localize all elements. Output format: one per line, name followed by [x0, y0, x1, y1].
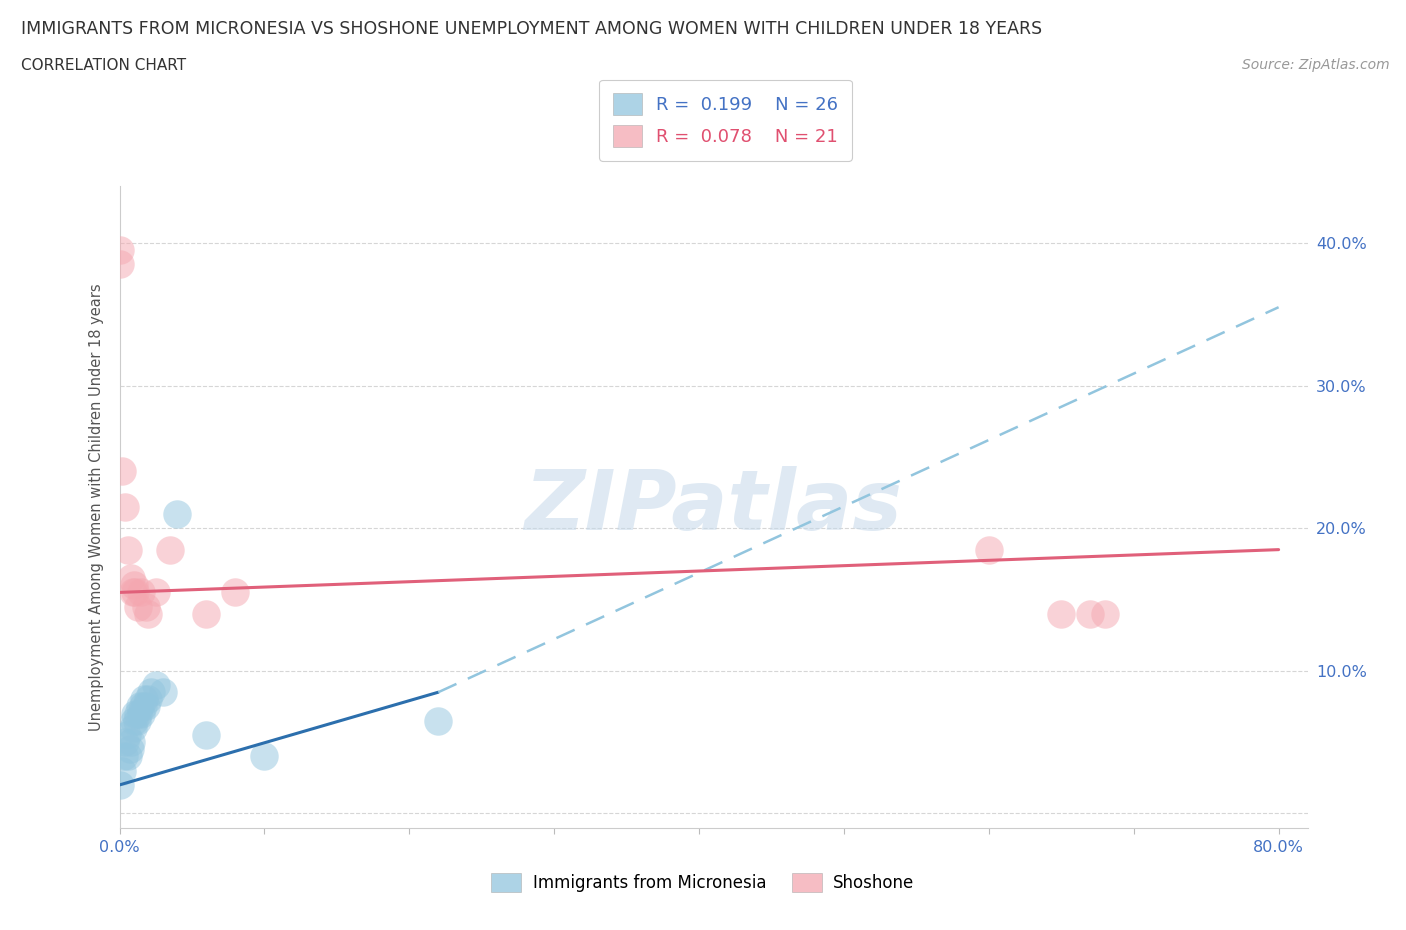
Point — [122, 713, 145, 728]
Point — [111, 464, 134, 479]
Point — [145, 585, 167, 600]
Point — [195, 606, 218, 621]
Point — [152, 684, 174, 699]
Point — [141, 684, 163, 699]
Point — [115, 727, 138, 742]
Point — [122, 578, 145, 592]
Point — [138, 606, 160, 621]
Point — [1078, 606, 1101, 621]
Point — [117, 749, 139, 764]
Point — [138, 692, 160, 707]
Point — [195, 727, 218, 742]
Point — [129, 585, 152, 600]
Point — [114, 735, 136, 750]
Point — [121, 585, 143, 600]
Point — [117, 542, 139, 557]
Point — [129, 706, 152, 721]
Y-axis label: Unemployment Among Women with Children Under 18 years: Unemployment Among Women with Children U… — [89, 283, 104, 731]
Text: ZIPatlas: ZIPatlas — [524, 466, 903, 548]
Point — [1094, 606, 1116, 621]
Point — [224, 585, 246, 600]
Point — [159, 542, 181, 557]
Point — [131, 699, 153, 714]
Legend: Immigrants from Micronesia, Shoshone: Immigrants from Micronesia, Shoshone — [485, 866, 921, 898]
Point — [120, 571, 142, 586]
Point — [253, 749, 276, 764]
Legend: R =  0.199    N = 26, R =  0.078    N = 21: R = 0.199 N = 26, R = 0.078 N = 21 — [599, 80, 852, 161]
Point — [124, 706, 146, 721]
Text: CORRELATION CHART: CORRELATION CHART — [21, 58, 186, 73]
Point — [427, 713, 450, 728]
Point — [121, 721, 143, 736]
Point — [114, 499, 136, 514]
Point — [108, 777, 131, 792]
Point — [118, 742, 141, 757]
Point — [145, 678, 167, 693]
Point — [112, 749, 135, 764]
Text: Source: ZipAtlas.com: Source: ZipAtlas.com — [1241, 58, 1389, 72]
Point — [135, 599, 157, 614]
Point — [134, 692, 156, 707]
Point — [1050, 606, 1073, 621]
Point — [125, 713, 148, 728]
Point — [124, 585, 146, 600]
Point — [128, 699, 150, 714]
Point — [977, 542, 1000, 557]
Point — [127, 599, 149, 614]
Point — [120, 735, 142, 750]
Point — [135, 699, 157, 714]
Point — [166, 507, 188, 522]
Point — [108, 243, 131, 258]
Point — [127, 706, 149, 721]
Point — [111, 764, 134, 778]
Text: IMMIGRANTS FROM MICRONESIA VS SHOSHONE UNEMPLOYMENT AMONG WOMEN WITH CHILDREN UN: IMMIGRANTS FROM MICRONESIA VS SHOSHONE U… — [21, 20, 1042, 38]
Point — [108, 257, 131, 272]
